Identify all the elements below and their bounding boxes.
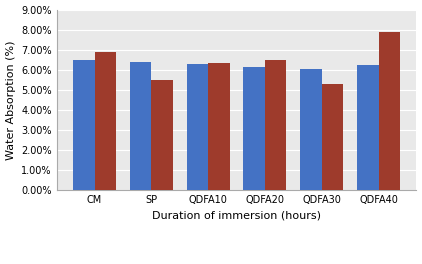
Bar [187, 64, 208, 190]
Bar [151, 80, 173, 190]
Bar [300, 69, 322, 190]
Bar [243, 67, 265, 190]
Bar [357, 65, 379, 190]
Bar [73, 60, 95, 190]
X-axis label: Duration of immersion (hours): Duration of immersion (hours) [152, 210, 321, 220]
Bar [208, 63, 230, 190]
Bar [265, 60, 287, 190]
Bar [130, 62, 151, 190]
Y-axis label: Water Absorption (%): Water Absorption (%) [5, 40, 16, 159]
Bar [95, 52, 116, 190]
Bar [379, 32, 400, 190]
Bar [322, 84, 343, 190]
